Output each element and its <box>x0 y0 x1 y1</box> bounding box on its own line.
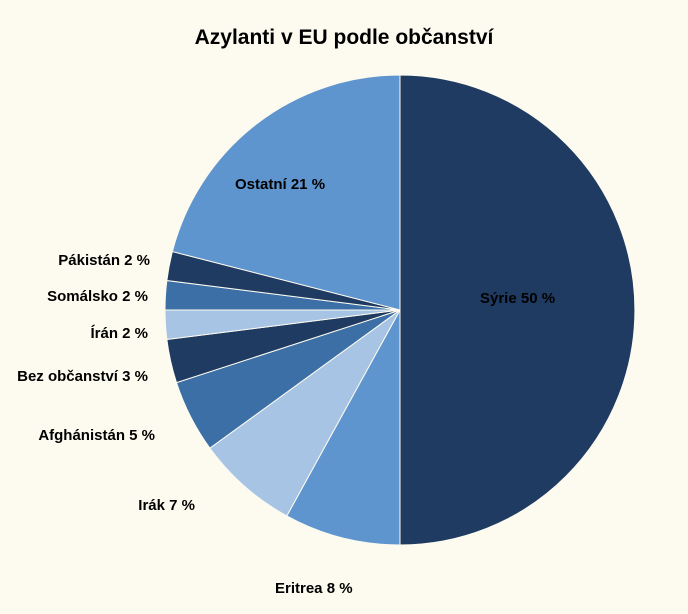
slice-label-sýrie: Sýrie 50 % <box>480 290 555 307</box>
slice-label-irák: Irák 7 % <box>138 497 195 514</box>
slice-label-írán: Írán 2 % <box>90 325 148 342</box>
slice-label-pákistán: Pákistán 2 % <box>58 252 150 269</box>
pie-chart-container: Azylanti v EU podle občanství Sýrie 50 %… <box>0 0 688 614</box>
pie-chart-svg <box>0 0 688 614</box>
slice-label-ostatní: Ostatní 21 % <box>235 176 325 193</box>
slice-label-somálsko: Somálsko 2 % <box>47 288 148 305</box>
slice-label-afghánistán: Afghánistán 5 % <box>38 427 155 444</box>
slice-label-eritrea: Eritrea 8 % <box>275 580 353 597</box>
slice-label-bez-občanství: Bez občanství 3 % <box>17 368 148 385</box>
pie-slice-sýrie <box>400 75 635 545</box>
